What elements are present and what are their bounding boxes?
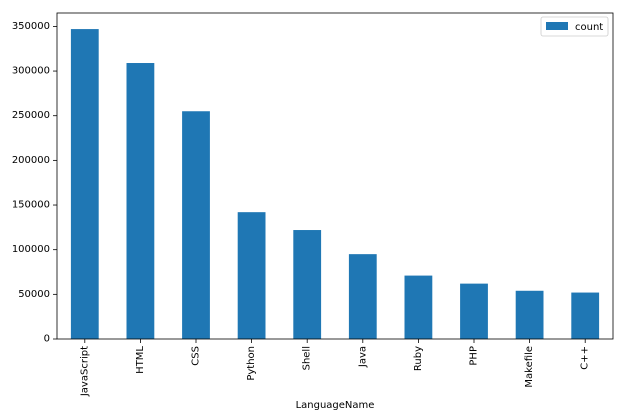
plot-frame	[56, 12, 614, 340]
legend-box	[540, 16, 609, 37]
x-tick-label: Ruby	[413, 346, 424, 371]
x-tick-label: Java	[357, 346, 368, 368]
bar-html	[126, 63, 155, 339]
legend-label: count	[575, 22, 603, 33]
y-tick-label: 350000	[12, 21, 50, 32]
y-tick-label: 0	[44, 334, 50, 345]
bar-php	[460, 283, 488, 339]
bar-javascript	[70, 29, 99, 339]
y-tick-label: 100000	[12, 244, 50, 255]
x-tick-label: CSS	[191, 346, 202, 366]
y-tick-label: 150000	[12, 200, 50, 211]
bars-layer	[70, 29, 600, 339]
bar-python	[237, 212, 266, 339]
y-tick-label: 50000	[18, 289, 50, 300]
x-tick-label: JavaScript	[79, 346, 90, 397]
bar-java	[348, 254, 377, 339]
bar-ruby	[404, 275, 433, 339]
y-tick-label: 250000	[12, 110, 50, 121]
y-tick-label: 200000	[12, 155, 50, 166]
y-ticks-layer: 0 50000 100000 150000 200000 250000 300000 3500…	[12, 21, 57, 345]
bar-shell	[293, 230, 322, 339]
bar-css	[182, 111, 210, 339]
y-tick-label: 300000	[12, 66, 50, 77]
x-tick-label: PHP	[469, 346, 480, 366]
x-tick-label: Python	[246, 346, 257, 381]
x-tick-label: HTML	[135, 346, 146, 374]
legend-swatch	[546, 22, 568, 30]
x-tick-label: Shell	[302, 346, 313, 370]
legend: count	[540, 16, 609, 37]
bar-c-	[571, 292, 600, 339]
x-tick-label: C++	[580, 346, 591, 370]
x-axis-label: LanguageName	[296, 400, 375, 411]
bar-makefile	[515, 290, 544, 339]
x-ticks-layer: JavaScript HTML CSS Python Shell Java Ruby PHP M…	[79, 339, 591, 397]
x-tick-label: Makefile	[524, 346, 535, 388]
